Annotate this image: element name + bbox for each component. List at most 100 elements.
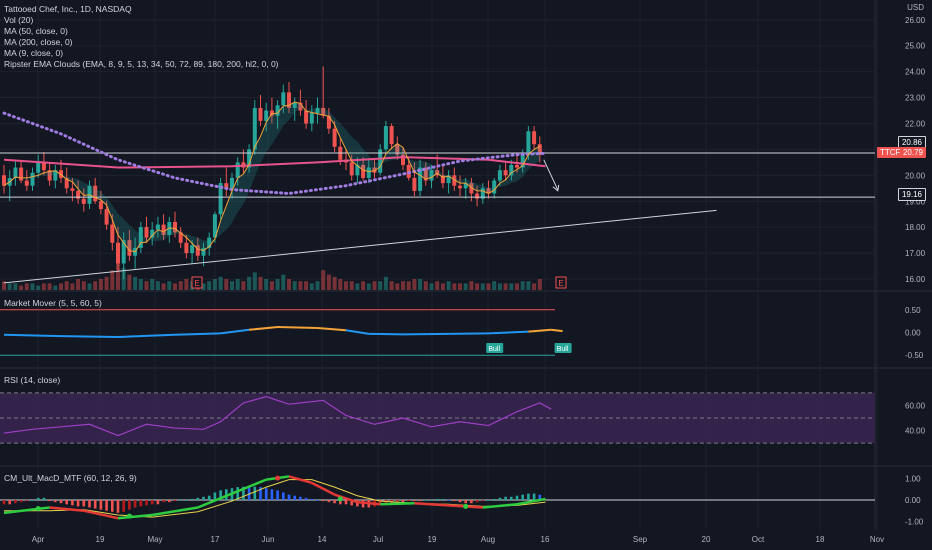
- volume-bar: [64, 281, 69, 290]
- pane-title-market-mover[interactable]: Market Mover (5, 5, 60, 5): [4, 298, 102, 308]
- candle-body: [207, 237, 212, 248]
- macd-line-segment: [3, 506, 50, 515]
- macd-hist-bar: [475, 500, 479, 503]
- macd-hist-bar: [88, 500, 91, 508]
- volume-bar: [446, 281, 451, 290]
- volume-bar: [480, 283, 485, 290]
- x-axis-label: Aug: [481, 535, 495, 544]
- volume-bar: [321, 270, 326, 290]
- volume-bar: [389, 281, 394, 290]
- candle-body: [167, 222, 172, 235]
- volume-bar: [486, 283, 491, 290]
- mm-axis-label: 0.50: [905, 306, 921, 315]
- rsi-axis-label: 40.00: [905, 427, 926, 436]
- macd-hist-bar: [82, 500, 86, 507]
- macd-hist-bar: [93, 500, 97, 509]
- macd-hist-bar: [48, 500, 51, 502]
- legend-vol[interactable]: Vol (20): [4, 15, 34, 25]
- macd-hist-bar: [458, 500, 462, 503]
- macd-hist-bar: [492, 498, 496, 500]
- candle-body: [70, 188, 75, 191]
- price-axis-label: 17.00: [905, 249, 926, 258]
- macd-line-segment: [151, 506, 199, 517]
- legend-ma200[interactable]: MA (200, close, 0): [4, 37, 73, 47]
- macd-hist-bar: [304, 497, 308, 500]
- macd-hist-bar: [36, 497, 40, 500]
- price-axis-label: 19.00: [905, 197, 926, 206]
- candle-body: [355, 164, 360, 176]
- ema-cloud: [4, 102, 540, 252]
- macd-hist-bar: [25, 500, 29, 502]
- legend-ripster[interactable]: Ripster EMA Clouds (EMA, 8, 9, 5, 13, 34…: [4, 59, 279, 69]
- x-axis-label: Nov: [870, 535, 884, 544]
- macd-hist-bar: [162, 500, 165, 503]
- macd-hist-bar: [293, 495, 296, 500]
- macd-hist-bar: [378, 500, 382, 506]
- macd-hist-bar: [282, 492, 285, 500]
- macd-line-segment: [231, 478, 267, 495]
- volume-bar: [349, 281, 354, 290]
- legend-ma9[interactable]: MA (9, close, 0): [4, 48, 64, 58]
- mm-axis-label: 0.00: [905, 329, 921, 338]
- macd-hist-bar: [464, 500, 467, 504]
- volume-bar: [401, 281, 405, 290]
- candle-body: [110, 224, 115, 243]
- macd-hist-bar: [384, 500, 388, 505]
- last-price-tag: 20.79: [899, 147, 926, 158]
- candle-body: [287, 92, 291, 108]
- volume-bar: [378, 281, 383, 290]
- volume-bar: [423, 281, 428, 290]
- candle-body: [309, 113, 314, 124]
- volume-bar: [281, 274, 286, 290]
- candle-body: [497, 170, 502, 181]
- volume-bar: [440, 283, 445, 290]
- volume-bar: [98, 279, 103, 290]
- pane-title-rsi[interactable]: RSI (14, close): [4, 375, 61, 385]
- macd-hist-bar: [99, 500, 103, 510]
- x-axis-label: 19: [96, 535, 105, 544]
- volume-bar: [372, 281, 377, 290]
- macd-hist-bar: [333, 500, 336, 504]
- macd-hist-bar: [19, 500, 23, 503]
- candle-body: [64, 177, 69, 189]
- candle-body: [361, 164, 366, 178]
- macd-line-segment: [380, 501, 415, 506]
- candle-body: [98, 201, 103, 210]
- candle-body: [30, 172, 35, 186]
- macd-line-segment: [414, 501, 449, 507]
- macd-line-segment: [288, 475, 313, 485]
- volume-bar: [292, 281, 297, 290]
- macd-hist-bar: [310, 498, 314, 500]
- macd-hist-bar: [447, 500, 450, 501]
- candle-body: [269, 110, 274, 116]
- mm-line-segment: [317, 326, 347, 332]
- mm-line-segment: [551, 328, 563, 333]
- macd-hist-bar: [173, 500, 177, 502]
- volume-bar: [47, 283, 52, 290]
- ma200-line: [3, 156, 546, 169]
- volume-bar: [41, 283, 46, 290]
- macd-hist-bar: [2, 500, 6, 505]
- mm-axis-label: -0.50: [905, 351, 924, 360]
- legend-ma50[interactable]: MA (50, close, 0): [4, 26, 68, 36]
- macd-hist-bar: [185, 500, 188, 501]
- mm-line-segment: [117, 333, 176, 339]
- earnings-marker-upcoming: [555, 276, 567, 289]
- volume-bar: [383, 276, 388, 290]
- candle-body: [252, 107, 257, 150]
- macd-hist-bar: [316, 500, 319, 501]
- macd-hist-bar: [532, 493, 536, 500]
- volume-bar: [138, 279, 143, 290]
- candle-body: [520, 154, 525, 168]
- pane-title-macd[interactable]: CM_Ult_MacD_MTF (60, 12, 26, 9): [4, 473, 137, 483]
- volume-bar: [469, 281, 474, 290]
- macd-hist-bar: [504, 496, 507, 500]
- chart-title[interactable]: Tattooed Chef, Inc., 1D, NASDAQ: [4, 4, 132, 14]
- macd-hist-bar: [219, 490, 222, 500]
- candle-body: [492, 180, 497, 194]
- macd-hist-bar: [321, 500, 325, 502]
- candle-body: [475, 193, 480, 199]
- volume-bar: [13, 283, 18, 290]
- candle-body: [378, 149, 383, 173]
